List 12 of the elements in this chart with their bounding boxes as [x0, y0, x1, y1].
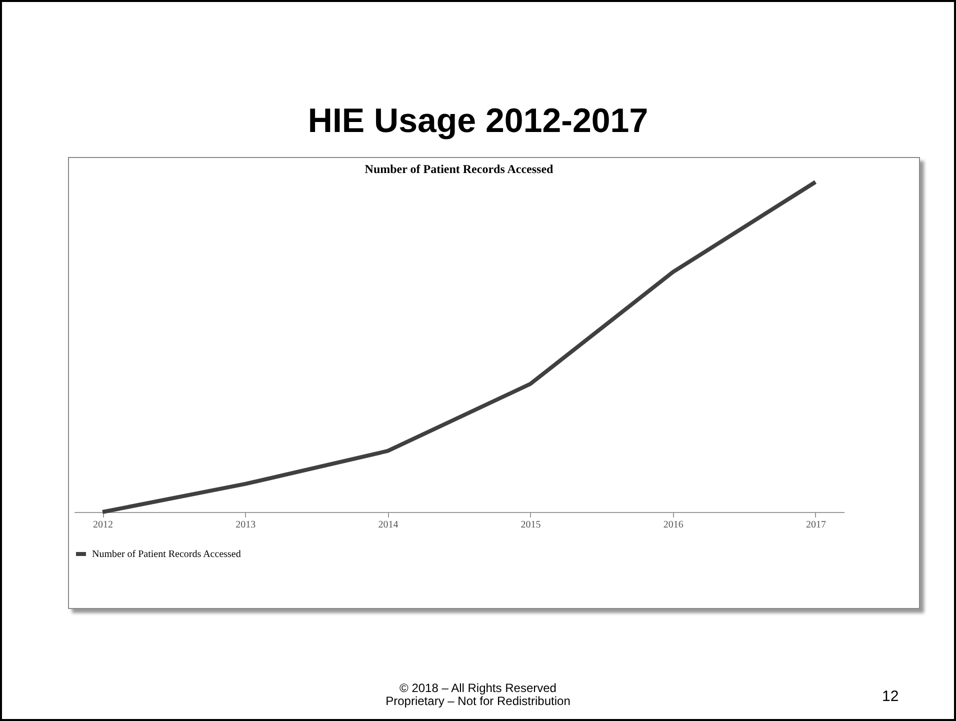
x-tick-label: 2016 [663, 520, 684, 530]
x-tick-label: 2013 [236, 520, 256, 530]
text: 12 [882, 688, 899, 705]
legend-label: Number of Patient Records Accessed [92, 549, 241, 560]
chart-subtitle: Number of Patient Records Accessed [364, 162, 554, 176]
text: © 2018 – All Rights Reserved [400, 681, 556, 695]
chart-title: HIE Usage 2012-2017 [306, 102, 650, 141]
text: Proprietary – Not for Redistribution [386, 694, 570, 708]
x-tick-label: 2014 [378, 520, 398, 530]
x-tick-label: 2012 [93, 520, 114, 530]
x-tick-label: 2017 [806, 520, 826, 530]
x-tick-label: 2015 [520, 520, 541, 530]
